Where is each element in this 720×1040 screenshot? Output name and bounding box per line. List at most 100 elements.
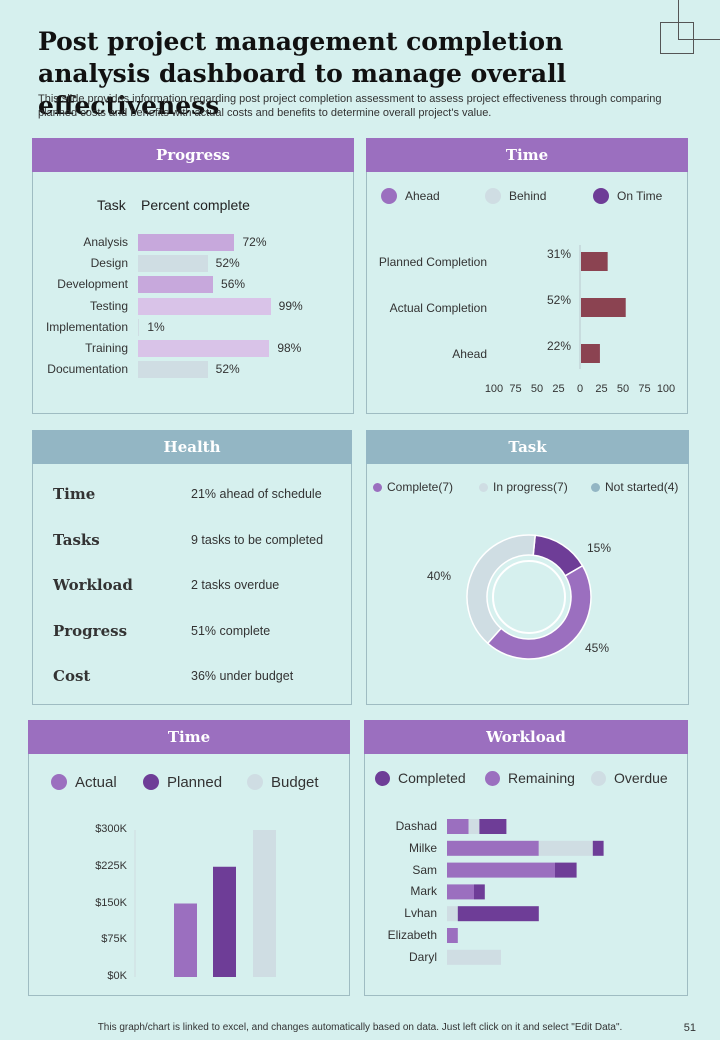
workload-legend-dot-2 [591,770,606,786]
time-bottom-chart: $0K $75K $150K $225K $300K [29,817,351,987]
task-donut-inner-ring [492,560,566,634]
time-top-tick-label: 100 [656,383,676,395]
page-number: 51 [683,1022,696,1034]
progress-category-label: Analysis [83,235,128,249]
workload-bar-segment [447,819,469,834]
time-top-legend-label-2: On Time [617,189,663,203]
time-bottom-tick-label: $75K [101,933,127,946]
time-top-bar [581,298,626,317]
progress-category-label: Documentation [47,362,128,377]
workload-category-label: Elizabeth [387,928,437,942]
task-legend-label-2: Not started(4) [605,480,679,494]
time-top-value-label: 22% [546,339,571,353]
time-bottom-panel: Time Actual Planned Budget $0K $75K $150K $22… [28,720,350,996]
task-legend-label-1: In progress(7) [493,480,568,494]
workload-legend-dot-1 [485,770,500,786]
time-top-category-label: Ahead [452,347,487,361]
time-bottom-tick-label: $150K [95,896,127,909]
time-bottom-tick-label: $0K [107,970,127,982]
progress-value-label: 52% [215,256,240,271]
workload-bar-segment [447,928,458,943]
health-row-value: 51% complete [191,623,271,638]
workload-bar-segment [447,906,458,922]
time-top-legend-label-0: Ahead [405,189,440,203]
progress-category-label: Implementation [45,319,128,334]
progress-bar [138,340,270,357]
workload-bar-segment [457,906,539,922]
progress-value-label: 99% [278,298,303,313]
page-title: Post project management completion analy… [38,27,567,120]
progress-bar [138,361,208,379]
time-top-axis-svg [579,245,626,369]
health-row-value: 2 tasks overdue [191,578,280,592]
health-row-value: 21% ahead of schedule [191,487,322,501]
time-bottom-legend-label-0: Actual [75,773,117,791]
task-donut-chart: 15% 45% 40% [367,511,690,701]
task-donut-svg [466,534,592,660]
workload-bar-segment [538,840,593,856]
time-top-panel: Time Ahead Behind On Time Planned Completi… [366,138,688,414]
task-slice-label: 40% [427,569,452,583]
task-donut-slice [486,564,592,660]
workload-legend-dot-0 [375,770,390,786]
progress-chart: Analysis 72% Design 52% Development 56% Testin… [33,229,355,389]
workload-bar-segment [474,884,485,900]
workload-bar-segment [447,840,539,856]
progress-category-label: Testing [89,298,128,313]
progress-category-label: Training [85,341,128,355]
task-panel-header: Task [366,430,689,464]
task-donut-slice [466,534,537,645]
progress-col-percent: Percent complete [141,197,250,213]
page-subtitle: This slide provides information regardin… [38,93,662,119]
health-row-label: Workload [53,576,133,594]
health-rows: Time 21% ahead of schedule Tasks 9 tasks to… [33,471,353,701]
time-bottom-legend-label-2: Budget [271,773,319,791]
corner-decoration-square [660,22,694,54]
time-bottom-legend-dot-2 [247,774,263,790]
time-top-tick-label: 25 [552,383,565,395]
time-top-tick-label: 75 [638,383,651,395]
workload-legend-label-1: Remaining [508,770,575,786]
time-top-tick-label: 25 [595,383,608,395]
time-top-tick-label: 100 [484,383,504,395]
progress-value-label: 56% [221,277,246,292]
time-top-tick-label: 50 [616,383,630,395]
time-top-tick-label: 0 [576,383,584,395]
time-top-legend: Ahead Behind On Time [367,185,689,207]
time-bottom-legend-dot-0 [51,774,67,790]
progress-col-task: Task [97,197,126,213]
progress-value-label: 1% [147,319,165,334]
workload-bar-segment [592,840,604,856]
footer-note: This graph/chart is linked to excel, and… [97,1022,623,1033]
progress-bar [138,297,271,315]
time-bottom-bar [213,866,236,977]
workload-category-label: Sam [412,862,437,877]
task-slice-label: 15% [587,541,612,555]
workload-bars-svg [447,819,604,965]
time-bottom-axis-svg [134,830,276,977]
workload-chart: Dashad Milke Sam Mark Lvhan Elizabeth Daryl [365,813,689,973]
task-legend-dot-0 [373,483,382,492]
time-bottom-bar [174,903,197,977]
progress-value-label: 52% [215,362,240,377]
health-row-value: 9 tasks to be completed [191,532,324,547]
progress-bar [138,234,235,251]
time-top-category-label: Planned Completion [378,255,487,269]
workload-category-label: Mark [410,884,437,899]
time-top-bar [581,252,608,271]
workload-bar-segment [468,819,480,834]
time-top-value-label: 31% [546,247,571,261]
task-slice-label: 45% [585,641,610,655]
workload-legend: Completed Remaining Overdue [365,767,689,791]
time-bottom-tick-label: $225K [95,859,127,872]
health-panel-header: Health [32,430,352,464]
health-row-label: Cost [53,667,91,685]
task-panel: Task Complete(7) In progress(7) Not starte… [366,430,689,705]
time-top-legend-label-1: Behind [509,189,547,203]
progress-bar [138,276,214,294]
progress-value-label: 98% [277,341,302,355]
progress-bar [138,318,140,336]
time-bottom-panel-header: Time [28,720,350,754]
time-top-value-label: 52% [546,293,571,307]
time-top-panel-header: Time [366,138,688,172]
